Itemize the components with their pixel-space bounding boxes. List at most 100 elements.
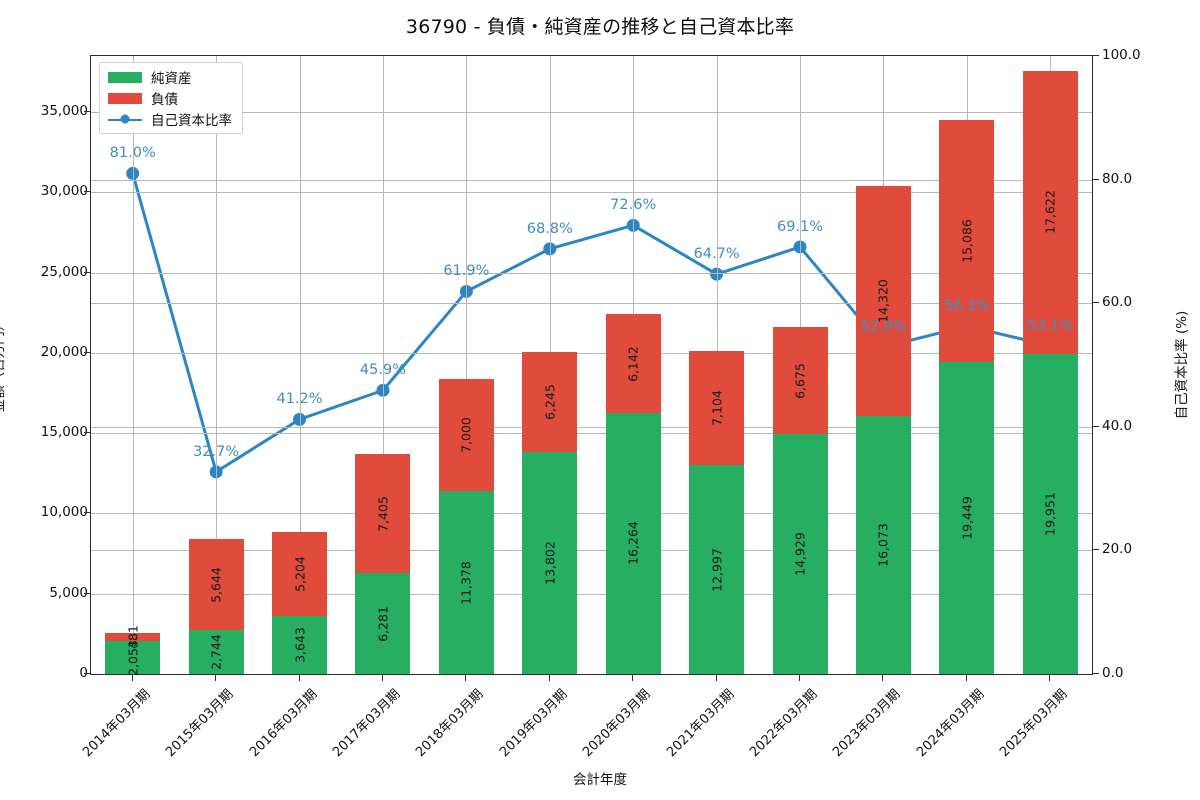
bar-value-label-equity: 13,802: [542, 541, 558, 586]
gridline-vertical: [382, 56, 384, 674]
bar-group[interactable]: 19,449 15,086: [939, 119, 995, 674]
x-axis-tick-mark: [381, 675, 383, 681]
chart-title: 36790 - 負債・純資産の推移と自己資本比率: [405, 16, 795, 38]
bar-segment-liability[interactable]: 6,245: [522, 352, 578, 453]
bar-value-label-liability: 7,000: [458, 417, 474, 454]
x-axis-tick-label: 2022年03月期: [747, 686, 821, 761]
y-axis-tick-primary: 35,000: [40, 103, 88, 120]
legend-label-equity-ratio: 自己資本比率: [151, 113, 232, 129]
bar-value-label-equity: 11,378: [458, 560, 474, 605]
bar-segment-equity[interactable]: 11,378: [438, 491, 494, 674]
y-axis-tick-primary: 10,000: [40, 504, 88, 521]
bar-segment-equity[interactable]: 3,643: [272, 615, 328, 674]
y-axis-tick-mark-primary: [84, 111, 90, 113]
y-axis-tick-mark-primary: [84, 351, 90, 353]
bar-segment-liability[interactable]: 6,675: [772, 327, 828, 435]
y-axis-tick-primary: 15,000: [40, 424, 88, 441]
bar-segment-liability[interactable]: 14,320: [855, 186, 911, 416]
bar-value-label-liability: 5,204: [292, 555, 308, 592]
bar-group[interactable]: 16,073 14,320: [855, 186, 911, 674]
x-axis-tick-label: 2024年03月期: [914, 686, 988, 761]
y-axis-tick-secondary: 0.0: [1102, 665, 1124, 681]
bar-group[interactable]: 12,997 7,104: [689, 351, 745, 674]
bar-segment-equity[interactable]: 19,951: [1022, 353, 1078, 674]
y-axis-tick-secondary: 20.0: [1102, 541, 1133, 558]
x-axis-tick-mark: [965, 675, 967, 681]
bar-value-label-liability: 6,142: [625, 345, 641, 382]
bar-segment-liability[interactable]: 17,622: [1022, 70, 1078, 354]
bar-group[interactable]: 6,281 7,405: [355, 454, 411, 674]
bar-segment-equity[interactable]: 19,449: [939, 361, 995, 674]
gridline-vertical: [299, 56, 301, 674]
y-axis-tick-primary: 0: [79, 665, 88, 681]
bar-value-label-equity: 19,449: [959, 496, 975, 540]
x-axis-tick-label: 2025年03月期: [997, 686, 1071, 761]
gridline-horizontal-secondary: [91, 179, 1092, 181]
legend-item-liability: 負債: [108, 90, 232, 108]
legend-item-equity-ratio: 自己資本比率: [108, 111, 232, 129]
x-axis-tick-label: 2016年03月期: [246, 686, 320, 761]
y-axis-tick-secondary: 40.0: [1102, 417, 1133, 434]
x-axis-tick-mark: [131, 675, 133, 681]
x-axis-tick-mark: [215, 675, 217, 681]
bar-segment-liability[interactable]: 7,405: [355, 454, 411, 574]
bar-value-label-equity: 19,951: [1042, 492, 1058, 536]
bar-segment-equity[interactable]: 14,929: [772, 434, 828, 674]
bar-segment-equity[interactable]: 16,264: [605, 412, 661, 674]
bar-value-label-equity: 6,281: [375, 605, 391, 642]
bar-value-label-equity: 12,997: [709, 547, 725, 592]
bar-group[interactable]: 13,802 6,245: [522, 352, 578, 674]
bar-value-label-liability: 7,104: [709, 390, 725, 427]
gridline-horizontal: [91, 192, 1092, 194]
bar-segment-liability[interactable]: 7,000: [438, 379, 494, 492]
bar-segment-equity[interactable]: 12,997: [689, 465, 745, 674]
x-axis-tick-mark: [715, 675, 717, 681]
bar-group[interactable]: 2,744 5,644: [188, 539, 244, 674]
bar-value-label-equity: 2,744: [208, 634, 224, 670]
y-axis-tick-mark-secondary: [1093, 425, 1099, 427]
x-axis-tick-label: 2021年03月期: [663, 686, 738, 761]
bar-segment-equity[interactable]: 13,802: [522, 452, 578, 674]
bar-segment-equity[interactable]: 6,281: [355, 573, 411, 674]
bar-group[interactable]: 19,951 17,622: [1022, 70, 1078, 674]
bar-group[interactable]: 3,643 5,204: [272, 532, 328, 674]
legend-swatch-equity-ratio: [108, 114, 142, 125]
bar-segment-equity[interactable]: 2,744: [188, 629, 244, 674]
y-axis-tick-primary: 5,000: [49, 584, 88, 601]
x-axis-tick-label: 2017年03月期: [330, 686, 404, 761]
bar-group[interactable]: 11,378 7,000: [438, 379, 494, 674]
bar-value-label-liability: 6,675: [792, 362, 808, 399]
y-axis-tick-secondary: 60.0: [1102, 294, 1133, 311]
bar-group[interactable]: 2,053 481: [105, 625, 161, 675]
bar-segment-liability[interactable]: 5,644: [188, 539, 244, 630]
bar-segment-liability[interactable]: 15,086: [939, 119, 995, 362]
gridline-horizontal: [91, 433, 1092, 435]
bar-segment-liability[interactable]: 7,104: [689, 351, 745, 466]
x-axis-tick-mark: [882, 675, 884, 681]
bar-segment-equity[interactable]: 2,053: [105, 640, 161, 675]
gridline-horizontal: [91, 112, 1092, 114]
bar-segment-liability[interactable]: 6,142: [605, 314, 661, 413]
bar-group[interactable]: 14,929 6,675: [772, 327, 828, 674]
x-axis-tick-mark: [298, 675, 300, 681]
bar-value-label-liability: 15,086: [959, 218, 975, 263]
x-axis-tick-mark: [548, 675, 550, 681]
y-axis-tick-primary: 20,000: [40, 343, 88, 360]
gridline-vertical: [216, 56, 218, 674]
y-axis-tick-mark-primary: [84, 512, 90, 514]
bar-group[interactable]: 16,264 6,142: [605, 314, 661, 674]
gridline-horizontal-secondary: [91, 426, 1092, 428]
gridline-horizontal: [91, 513, 1092, 515]
bar-segment-liability[interactable]: 481: [105, 625, 161, 649]
gridline-horizontal-secondary: [91, 303, 1092, 305]
bar-segment-equity[interactable]: 16,073: [855, 416, 911, 674]
y-axis-tick-mark-primary: [84, 432, 90, 434]
y-axis-tick-mark-primary: [84, 271, 90, 273]
x-axis-tick-label: 2020年03月期: [580, 686, 654, 761]
bar-value-label-equity: 3,643: [292, 626, 308, 663]
bar-segment-liability[interactable]: 5,204: [272, 532, 328, 616]
y-axis-label-primary: 金額（百万円）: [0, 317, 7, 413]
bar-value-label-equity: 14,929: [792, 532, 808, 577]
legend-item-equity: 純資産: [108, 69, 232, 87]
